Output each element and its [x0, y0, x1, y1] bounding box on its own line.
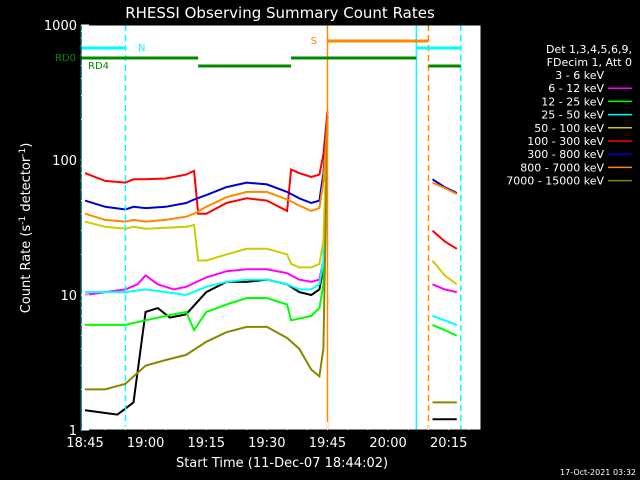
legend-label-8: 800 - 7000 keV: [520, 161, 604, 174]
legend-label-7: 300 - 800 keV: [527, 148, 604, 161]
chart-title: RHESSI Observing Summary Count Rates: [125, 4, 435, 22]
x-tick-label-6: 20:00: [369, 436, 406, 451]
legend-header-line-1: Det 1,3,4,5,6,9,: [546, 43, 632, 56]
x-tick-label-2: 19:00: [127, 436, 164, 451]
y-axis-label: Count Rate (s-1 detector-1): [18, 143, 34, 314]
axis-layer: 18:45 19:00 19:15 19:30 19:45 20:00 20:15 1 10 10…: [44, 19, 482, 451]
series-layer: [84, 111, 458, 421]
x-tick-label-4: 19:30: [248, 436, 285, 451]
legend-label-5: 50 - 100 keV: [534, 122, 604, 135]
x-axis-label: Start Time (11-Dec-07 18:44:02): [176, 456, 388, 471]
legend-header-line-2: FDecim 1, Att 0: [547, 56, 632, 69]
legend-label-1: 3 - 6 keV: [555, 69, 604, 82]
series-line-4-seg-2: [432, 314, 458, 326]
rd4-label: RD4: [88, 61, 109, 72]
plot-area: [81, 25, 481, 430]
series-line-8-seg-2: [432, 181, 458, 195]
series-line-6-seg-2: [431, 229, 458, 250]
y-tick-label-2: 10: [60, 289, 77, 304]
series-line-9-seg-1: [85, 119, 329, 391]
series-line-5-seg-2: [431, 259, 458, 286]
plot-frame: [80, 24, 482, 431]
legend-label-9: 7000 - 15000 keV: [506, 175, 604, 188]
y-axis-label-close: ): [19, 143, 34, 148]
series-line-5-seg-1: [84, 119, 329, 269]
rd0-label: RD0: [55, 53, 76, 64]
night-label: N: [138, 43, 145, 54]
y-tick-label-1: 1: [69, 424, 77, 439]
y-tick-label-3: 100: [52, 154, 77, 169]
series-line-8-seg-1: [84, 117, 329, 223]
legend-label-6: 100 - 300 keV: [527, 135, 604, 148]
y-axis-label-sup2: -1: [18, 148, 28, 157]
x-tick-label-3: 19:15: [188, 436, 225, 451]
series-line-2-seg-1: [84, 119, 329, 296]
y-axis-label-prefix: Count Rate (s: [19, 225, 34, 314]
legend-label-3: 12 - 25 keV: [541, 95, 604, 108]
y-axis-label-suffix: detector: [19, 156, 34, 216]
y-tick-label-4: 1000: [44, 19, 77, 34]
y-axis-label-sup: -1: [18, 216, 28, 225]
x-tick-label-5: 19:45: [309, 436, 346, 451]
series-line-2-seg-2: [432, 283, 458, 294]
series-line-4-seg-1: [85, 119, 329, 297]
series-line-3-seg-1: [85, 119, 329, 333]
legend-label-2: 6 - 12 keV: [548, 82, 604, 95]
x-tick-label-1: 18:45: [66, 436, 103, 451]
saa-label: S: [311, 36, 317, 47]
legend-label-4: 25 - 50 keV: [541, 109, 604, 122]
series-line-7-seg-1: [84, 116, 329, 211]
series-line-6-seg-1: [84, 111, 329, 215]
legend: Det 1,3,4,5,6,9, FDecim 1, Att 0 3 - 6 k…: [506, 43, 632, 188]
x-tick-label-7: 20:15: [430, 436, 467, 451]
series-line-3-seg-2: [432, 323, 458, 337]
footer-date: 17-Oct-2021 03:32: [560, 468, 636, 477]
